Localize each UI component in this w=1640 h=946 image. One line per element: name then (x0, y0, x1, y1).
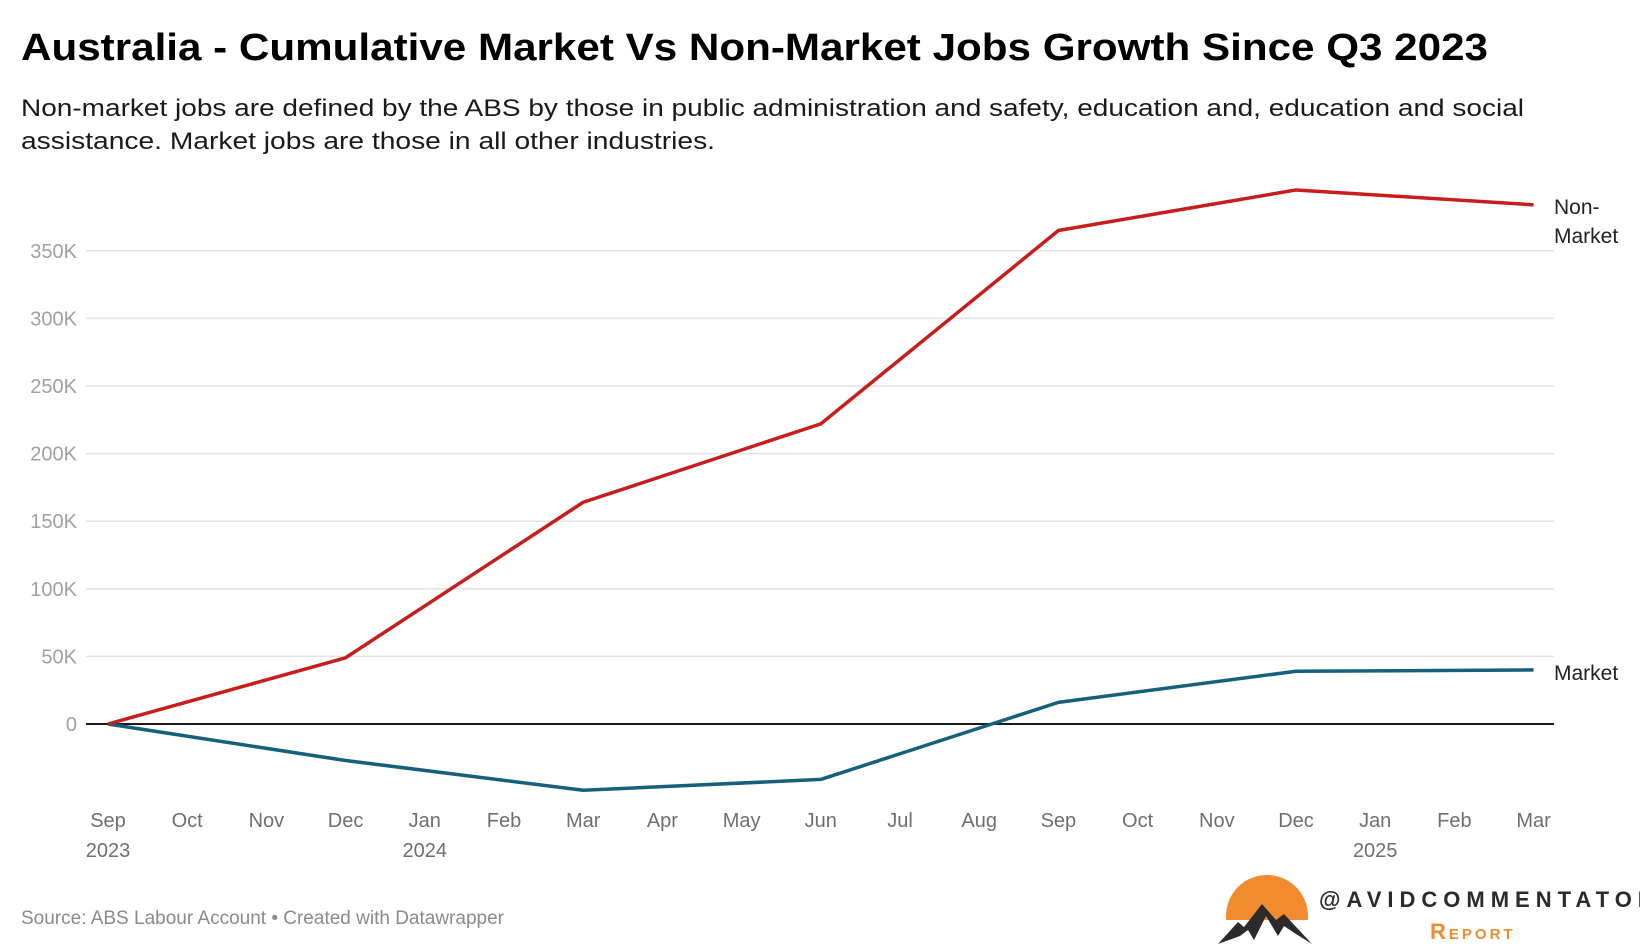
y-tick-label: 200K (30, 444, 77, 466)
x-tick-label: Jan (409, 810, 441, 832)
series-label-non-market-1: Non- (1554, 196, 1600, 219)
source-note: Source: ABS Labour Account • Created wit… (21, 908, 505, 929)
x-tick-label: Apr (647, 810, 678, 832)
series-line-non-market (107, 188, 1534, 726)
x-tick-label: Dec (1278, 810, 1314, 832)
y-tick-label: 250K (30, 376, 77, 398)
x-tick-label: Sep (90, 810, 126, 832)
logo-sub: Report (1430, 919, 1516, 944)
series-lines (107, 188, 1534, 792)
x-tick-year: 2023 (86, 840, 131, 862)
x-tick-label: Mar (566, 810, 601, 832)
x-tick-label: Jun (805, 810, 837, 832)
x-tick-label: Nov (1199, 810, 1235, 832)
gridlines: 0 50K 100K 150K 200K 250K 300K 350K (30, 241, 1554, 736)
x-axis: Sep 2023 Oct Nov Dec Jan 2024 Feb Mar Apr May Jun Ju… (86, 810, 1551, 862)
sun-mountain-icon (1218, 875, 1312, 944)
x-tick-label: Jul (887, 810, 913, 832)
y-tick-label: 50K (41, 646, 77, 668)
y-tick-label: 100K (30, 579, 77, 601)
chart-subtitle-line2: assistance. Market jobs are those in all… (21, 128, 715, 155)
x-tick-label: Mar (1516, 810, 1551, 832)
y-tick-label: 300K (30, 308, 77, 330)
x-tick-label: Feb (487, 810, 521, 832)
x-tick-label: May (723, 810, 761, 832)
x-tick-year: 2025 (1353, 840, 1398, 862)
series-label-market: Market (1554, 662, 1618, 685)
x-tick-year: 2024 (403, 840, 448, 862)
y-tick-label: 350K (30, 241, 77, 263)
y-tick-label: 150K (30, 511, 77, 533)
x-tick-label: Nov (249, 810, 285, 832)
x-tick-label: Oct (1122, 810, 1154, 832)
logo-handle: @AVIDCOMMENTATOR (1319, 887, 1640, 912)
x-tick-label: Aug (961, 810, 997, 832)
x-tick-label: Feb (1437, 810, 1471, 832)
x-tick-label: Jan (1359, 810, 1391, 832)
x-tick-label: Sep (1041, 810, 1077, 832)
y-tick-label: 0 (66, 714, 77, 736)
x-tick-label: Dec (328, 810, 364, 832)
brand-logo: @AVIDCOMMENTATOR Report (1218, 875, 1640, 944)
chart-subtitle-line1: Non-market jobs are defined by the ABS b… (21, 95, 1524, 122)
chart-title: Australia - Cumulative Market Vs Non-Mar… (21, 27, 1488, 69)
x-tick-label: Oct (172, 810, 204, 832)
series-label-non-market-2: Market (1554, 225, 1618, 248)
series-line-market (107, 668, 1534, 792)
